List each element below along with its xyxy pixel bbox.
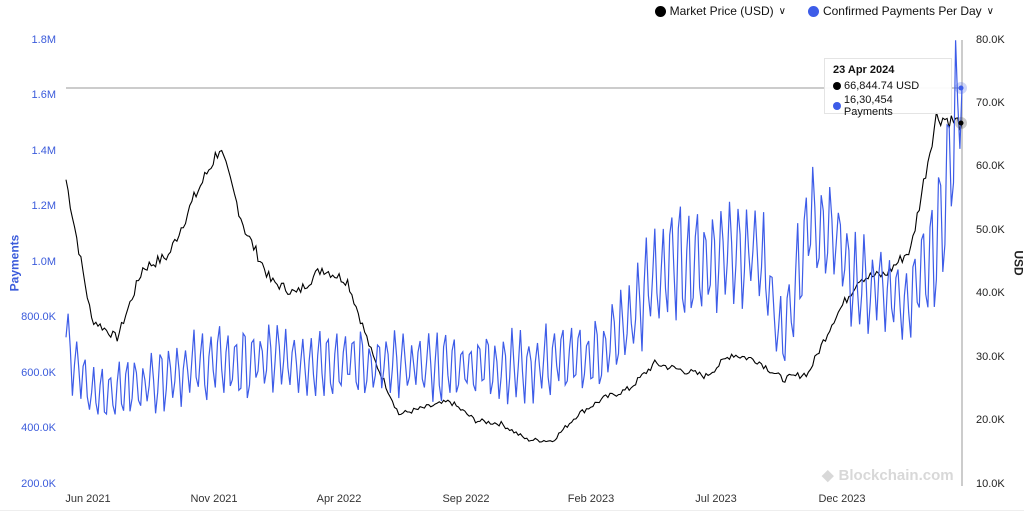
left-axis-title: Payments [7, 234, 22, 292]
bottom-divider [0, 510, 1024, 511]
tooltip-date: 23 Apr 2024 [833, 64, 895, 76]
right-axis-tick: 40.0K [976, 287, 1005, 299]
right-axis-tick: 60.0K [976, 160, 1005, 172]
left-axis-tick: 1.6M [31, 89, 56, 101]
chevron-down-icon[interactable]: ∨ [778, 5, 786, 17]
left-axis-tick: 200.0K [21, 478, 56, 490]
x-axis-tick: Apr 2022 [316, 493, 362, 505]
hover-tooltip: 23 Apr 2024 66,844.74 USD 16,30,454 Paym… [824, 58, 952, 118]
left-axis-tick: 400.0K [21, 422, 56, 434]
tooltip-price: 66,844.74 USD [844, 80, 920, 92]
payments-dot-icon [833, 102, 841, 110]
x-axis-tick: Nov 2021 [190, 493, 238, 505]
left-axis-tick: 1.2M [31, 200, 56, 212]
legend-label-market-price: Market Price (USD) [669, 4, 774, 18]
right-axis-tick: 20.0K [976, 414, 1005, 426]
tooltip-price-row: 66,844.74 USD [833, 80, 943, 92]
payments-line [65, 40, 963, 416]
legend-item-payments[interactable]: Confirmed Payments Per Day ∨ [807, 4, 994, 18]
payments-hover-marker [958, 85, 964, 91]
chevron-down-icon[interactable]: ∨ [986, 5, 994, 17]
right-axis-tick: 70.0K [976, 97, 1005, 109]
blockchain-logo-icon: ◆ [822, 467, 834, 484]
legend-label-payments: Confirmed Payments Per Day [822, 4, 982, 18]
left-axis-tick: 1.0M [31, 256, 56, 268]
payments-dot-icon [807, 5, 819, 17]
x-axis-tick: Sep 2022 [442, 493, 490, 505]
market-price-dot-icon [654, 5, 666, 17]
x-axis-tick: Jun 2021 [65, 493, 111, 505]
x-axis-tick: Feb 2023 [567, 493, 615, 505]
watermark-text: Blockchain.com [838, 466, 954, 484]
price-hover-marker [958, 120, 964, 126]
x-axis-tick: Dec 2023 [818, 493, 866, 505]
chart-legend: Market Price (USD) ∨ Confirmed Payments … [654, 4, 994, 18]
blockchain-watermark: ◆ Blockchain.com [822, 466, 954, 485]
legend-item-market-price[interactable]: Market Price (USD) ∨ [654, 4, 786, 18]
left-axis-tick: 1.8M [31, 34, 56, 46]
market-price-line [65, 112, 963, 443]
left-axis-tick: 600.0K [21, 367, 56, 379]
tooltip-payments: 16,30,454 Payments [843, 94, 893, 118]
tooltip-payments-row: 16,30,454 Payments [833, 94, 943, 118]
left-axis-tick: 800.0K [21, 311, 56, 323]
right-axis-tick: 50.0K [976, 224, 1005, 236]
right-axis-title: USD [1011, 250, 1024, 276]
right-axis-tick: 30.0K [976, 351, 1005, 363]
left-axis-tick: 1.4M [31, 145, 56, 157]
x-axis-tick: Jul 2023 [695, 493, 737, 505]
right-axis-tick: 10.0K [976, 478, 1005, 490]
right-axis-tick: 80.0K [976, 34, 1005, 46]
price-dot-icon [833, 82, 841, 90]
